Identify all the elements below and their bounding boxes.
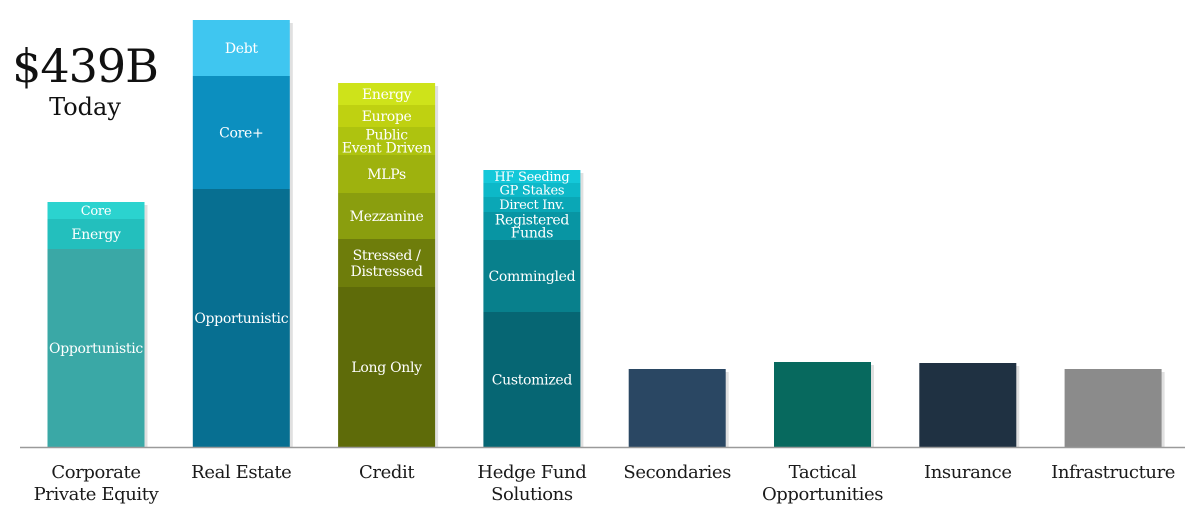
bar-segment: [483, 212, 581, 240]
bar-segment: [338, 155, 436, 193]
category-label: Hedge Fund Solutions: [477, 462, 586, 505]
segment-label: Public Event Driven: [342, 127, 432, 156]
category-label: Corporate Private Equity: [34, 462, 160, 505]
segment-label: Energy: [362, 87, 412, 103]
bar-2: Opportunistic Core+ Debt: [192, 20, 293, 447]
bar-segment: [47, 202, 145, 219]
segment-label: GP Stakes: [500, 184, 565, 199]
category-label: Infrastructure: [1051, 462, 1175, 483]
category-label: Secondaries: [623, 462, 731, 483]
segment-label: Energy: [71, 227, 121, 243]
bar-segment: [47, 219, 145, 249]
segment-label: Europe: [362, 109, 412, 125]
bar-1: Opportunistic Energy Core: [47, 202, 148, 447]
segment-label: Core: [81, 204, 112, 219]
bar-segment: [192, 76, 290, 189]
segment-label: Stressed / Distressed: [351, 248, 423, 280]
segment-label: Long Only: [351, 360, 422, 376]
bar-segment: [483, 170, 581, 183]
bar-segment: [483, 312, 581, 447]
bar-segment: [483, 197, 581, 212]
bar-6: [774, 362, 874, 447]
category-label: Credit: [359, 462, 415, 483]
segment-label: MLPs: [367, 167, 406, 183]
bar-segment: [338, 239, 436, 287]
bar-4: Customized Commingled Registered FundsDirec…: [483, 170, 584, 447]
headline-amount: $439B: [12, 39, 159, 93]
bar-segment: [774, 362, 871, 447]
bar-8: [1064, 369, 1165, 447]
bar-segment: [192, 189, 290, 447]
bar-3: Long Only Stressed / Distressed Mezzanine ML…: [338, 83, 439, 447]
bar-segment: [338, 193, 436, 239]
segment-label: Core+: [219, 125, 263, 141]
segment-label: Customized: [492, 372, 573, 388]
segment-label: Commingled: [488, 269, 575, 285]
segment-label: Opportunistic: [194, 311, 288, 327]
bar-7: [919, 363, 1020, 447]
bar-segment: [483, 183, 581, 197]
bar-segment: [338, 127, 436, 155]
headline-subtitle: Today: [49, 93, 121, 121]
headline: $439B Today: [0, 40, 170, 122]
bar-segment: [47, 249, 145, 447]
bar-segment: [1064, 369, 1162, 447]
segment-label: Registered Funds: [495, 212, 570, 241]
category-label: Real Estate: [191, 462, 291, 483]
segment-label: Direct Inv.: [499, 198, 564, 213]
segment-label: HF Seeding: [494, 170, 569, 185]
category-label: Tactical Opportunities: [762, 462, 883, 505]
category-label: Insurance: [924, 462, 1012, 483]
segment-label: Debt: [225, 41, 259, 57]
bar-segment: [338, 105, 436, 127]
bar-5: [628, 369, 729, 447]
bar-segment: [483, 240, 581, 312]
segment-label: Opportunistic: [49, 341, 143, 357]
bar-segment: [338, 83, 436, 105]
bar-segment: [628, 369, 726, 447]
segment-label: Mezzanine: [350, 209, 424, 225]
bar-segment: [919, 363, 1017, 447]
bar-segment: [338, 287, 436, 447]
bar-segment: [192, 20, 290, 76]
